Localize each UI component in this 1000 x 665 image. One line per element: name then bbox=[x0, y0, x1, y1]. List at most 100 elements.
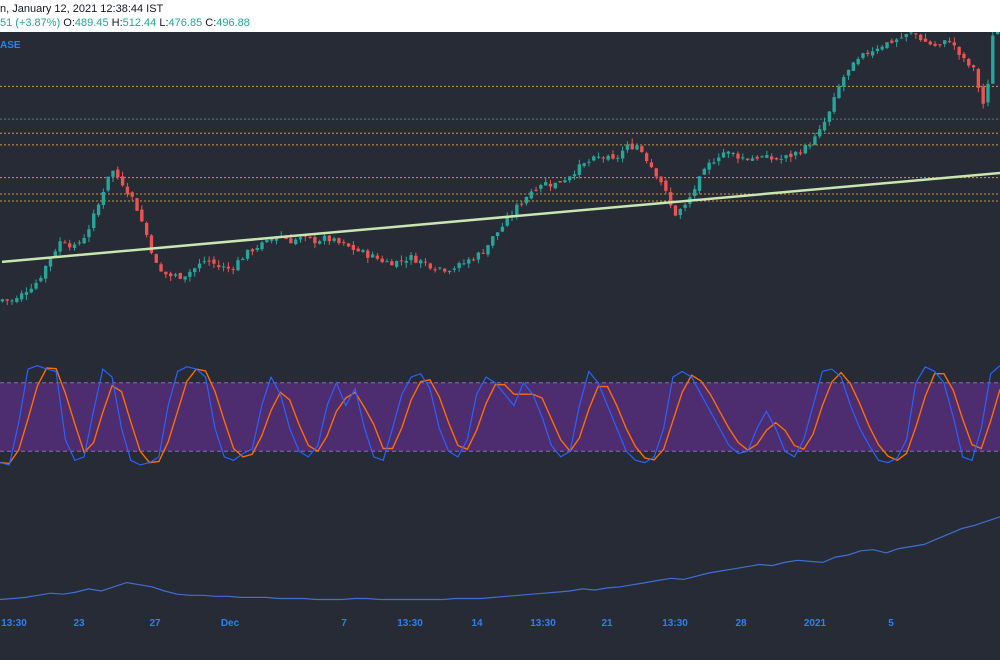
candle-body bbox=[390, 261, 394, 266]
candle-body bbox=[15, 298, 19, 302]
candle-body bbox=[0, 299, 5, 302]
candle-body bbox=[241, 258, 245, 261]
candle-body bbox=[808, 145, 812, 147]
candle-body bbox=[952, 42, 957, 46]
candle-body bbox=[918, 34, 923, 41]
candle-body bbox=[976, 69, 981, 88]
candle-body bbox=[606, 155, 610, 160]
candle-body bbox=[784, 155, 788, 159]
candle-body bbox=[654, 168, 658, 177]
datetime-text: n, January 12, 2021 12:38:44 IST bbox=[0, 3, 164, 15]
candle-body bbox=[120, 176, 125, 186]
candle-body bbox=[125, 186, 130, 194]
candle-body bbox=[813, 136, 817, 145]
candle-body bbox=[63, 242, 67, 244]
candle-body bbox=[765, 155, 769, 158]
candle-body bbox=[452, 268, 457, 270]
candle-body bbox=[851, 62, 856, 71]
candle-body bbox=[226, 266, 231, 269]
x-tick-label: 13:30 bbox=[662, 618, 688, 629]
candle-body bbox=[293, 239, 298, 245]
x-tick-label: 27 bbox=[149, 618, 161, 629]
candle-body bbox=[933, 43, 937, 46]
x-axis: 13:30 23 27 Dec 7 13:30 14 13:30 21 13:30 28 2021 5 bbox=[1, 618, 894, 629]
candle-body bbox=[870, 51, 875, 56]
candle-body bbox=[928, 41, 932, 45]
candle-body bbox=[394, 260, 399, 267]
candle-body bbox=[875, 48, 880, 52]
candle-body bbox=[717, 157, 721, 162]
candle-body bbox=[332, 238, 336, 241]
candle-body bbox=[707, 162, 711, 170]
candle-body bbox=[39, 278, 43, 282]
candle-body bbox=[366, 250, 370, 258]
candle-body bbox=[308, 236, 312, 238]
x-tick-label: 13:30 bbox=[530, 618, 556, 629]
candle-body bbox=[803, 144, 807, 154]
candle-body bbox=[644, 153, 649, 162]
candle-body bbox=[846, 69, 851, 76]
candle-body bbox=[649, 162, 654, 168]
candle-body bbox=[159, 264, 163, 272]
candle-body bbox=[10, 300, 14, 302]
x-tick-label: 23 bbox=[73, 618, 85, 629]
candle-body bbox=[183, 276, 187, 280]
candle-body bbox=[356, 248, 360, 252]
close-label: C: bbox=[205, 17, 217, 29]
candle-body bbox=[34, 282, 38, 289]
candle-body bbox=[404, 260, 408, 263]
candle-body bbox=[991, 35, 995, 84]
high-value: 512.44 bbox=[122, 17, 157, 29]
candle-body bbox=[986, 83, 990, 103]
candle-body bbox=[318, 241, 322, 244]
candle-body bbox=[116, 169, 120, 178]
candle-body bbox=[265, 239, 269, 243]
candle-body bbox=[673, 205, 678, 216]
candle-body bbox=[760, 156, 764, 158]
candle-body bbox=[486, 245, 490, 255]
candle-body bbox=[202, 261, 207, 263]
candle-body bbox=[755, 156, 759, 159]
candle-body bbox=[231, 268, 235, 270]
candle-body bbox=[149, 235, 154, 253]
candle-body bbox=[543, 182, 548, 186]
candle-body bbox=[668, 192, 673, 206]
candle-body bbox=[899, 37, 904, 39]
candle-body bbox=[375, 255, 380, 259]
candle-body bbox=[697, 176, 702, 191]
candle-body bbox=[611, 154, 615, 159]
candle-body bbox=[596, 156, 601, 158]
candle-body bbox=[428, 263, 432, 269]
close-value: 496.88 bbox=[216, 17, 250, 29]
candle-body bbox=[923, 38, 928, 42]
candle-body bbox=[769, 156, 774, 160]
candle-body bbox=[798, 152, 803, 154]
candle-body bbox=[462, 263, 466, 265]
open-value: 489.45 bbox=[74, 17, 109, 29]
candle-body bbox=[822, 121, 827, 131]
candle-body bbox=[568, 176, 572, 181]
lower-line bbox=[0, 516, 1000, 601]
candle-body bbox=[529, 191, 533, 199]
candle-body bbox=[43, 265, 48, 279]
trendline[interactable] bbox=[1, 171, 1000, 264]
stoch-pane bbox=[0, 365, 1000, 466]
candle-body bbox=[635, 145, 639, 150]
candle-body bbox=[519, 203, 524, 205]
candle-body bbox=[832, 97, 836, 112]
x-tick-label: 13:30 bbox=[1, 618, 27, 629]
candle-body bbox=[144, 222, 149, 235]
candle-body bbox=[745, 158, 750, 161]
candle-body bbox=[380, 258, 384, 263]
candle-body bbox=[5, 299, 9, 301]
candle-body bbox=[630, 143, 634, 150]
candle-body bbox=[779, 158, 783, 160]
candle-body bbox=[457, 263, 461, 268]
x-tick-label: 5 bbox=[888, 618, 894, 629]
candle-body bbox=[842, 77, 846, 87]
low-label: L: bbox=[159, 17, 169, 29]
chart-background bbox=[0, 32, 1000, 660]
candle-body bbox=[971, 65, 976, 68]
